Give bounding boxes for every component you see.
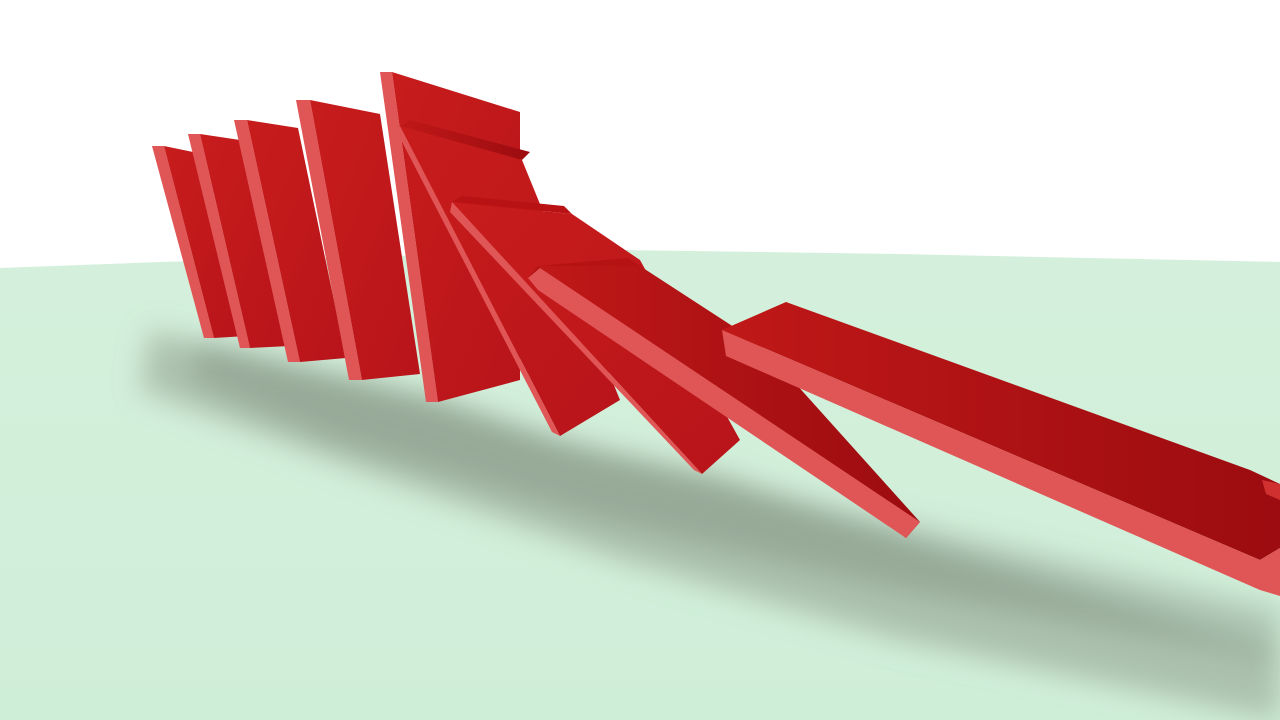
domino bbox=[296, 100, 420, 380]
domino bbox=[234, 120, 346, 362]
domino bbox=[188, 134, 290, 348]
domino bbox=[722, 302, 1280, 596]
domino bbox=[528, 258, 920, 538]
domino-shadows bbox=[140, 330, 1280, 720]
domino bbox=[450, 196, 740, 474]
domino bbox=[152, 146, 246, 338]
domino bbox=[1262, 480, 1280, 500]
